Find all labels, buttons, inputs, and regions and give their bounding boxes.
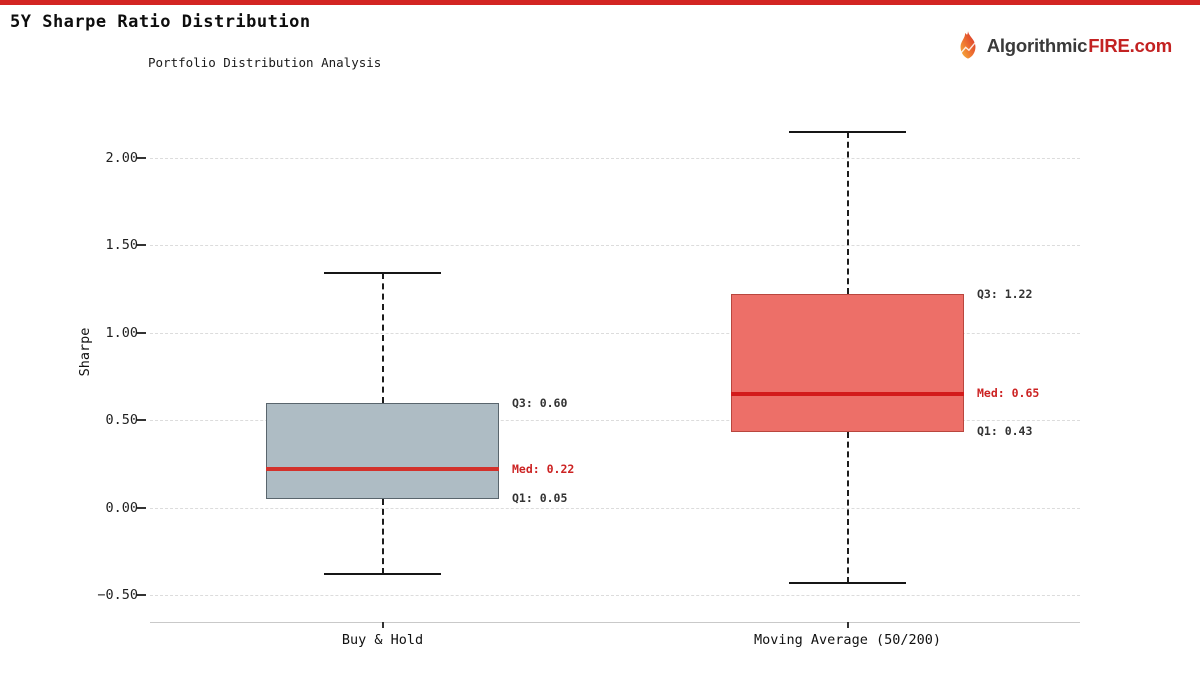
brand-name-right: FIRE.com (1088, 35, 1172, 56)
gridline (150, 420, 1080, 422)
y-tick-mark (137, 593, 146, 596)
y-tick-mark (137, 331, 146, 334)
x-category-label: Buy & Hold (341, 632, 424, 648)
median-annotation: Med: 0.22 (512, 461, 575, 476)
box-iqr (731, 294, 964, 433)
y-tick-label: 0.50 (105, 412, 138, 429)
flame-icon (954, 30, 982, 62)
x-category-label: Moving Average (50/200) (754, 632, 941, 648)
median-line (266, 467, 499, 471)
y-tick-mark (137, 506, 146, 509)
gridline (150, 245, 1080, 247)
q3-annotation: Q3: 0.60 (512, 395, 568, 410)
upper-whisker (846, 131, 849, 295)
q1-annotation: Q1: 0.05 (512, 490, 568, 505)
upper-whisker-cap (789, 130, 906, 133)
page-title: 5Y Sharpe Ratio Distribution (10, 12, 311, 32)
upper-whisker (381, 273, 384, 403)
median-line (731, 392, 964, 396)
gridline (150, 594, 1080, 596)
x-tick-mark (846, 622, 849, 628)
y-tick-label: 1.50 (105, 237, 138, 254)
y-tick-mark (137, 244, 146, 247)
x-axis-line (150, 622, 1080, 623)
y-axis-label: Sharpe (77, 327, 93, 377)
brand-logo: Algorithmic FIRE.com (954, 30, 1172, 62)
lower-whisker-cap (789, 581, 906, 584)
q1-annotation: Q1: 0.43 (977, 424, 1033, 439)
y-tick-label: 2.00 (105, 149, 138, 166)
y-tick-label: 1.00 (105, 324, 138, 341)
upper-whisker-cap (324, 272, 441, 275)
y-tick-label: −0.50 (97, 586, 138, 603)
top-accent-bar (0, 0, 1200, 5)
lower-whisker (381, 498, 384, 574)
gridline (150, 332, 1080, 334)
y-tick-label: 0.00 (105, 499, 138, 516)
y-tick-mark (137, 156, 146, 159)
lower-whisker (846, 432, 849, 583)
x-tick-mark (381, 622, 384, 628)
y-tick-mark (137, 419, 146, 422)
lower-whisker-cap (324, 572, 441, 575)
gridline (150, 507, 1080, 509)
brand-name-left: Algorithmic (986, 35, 1088, 56)
chart-subtitle: Portfolio Distribution Analysis (148, 55, 382, 70)
gridline (150, 157, 1080, 159)
q3-annotation: Q3: 1.22 (977, 287, 1033, 302)
box-iqr (266, 402, 499, 499)
median-annotation: Med: 0.65 (977, 386, 1040, 401)
